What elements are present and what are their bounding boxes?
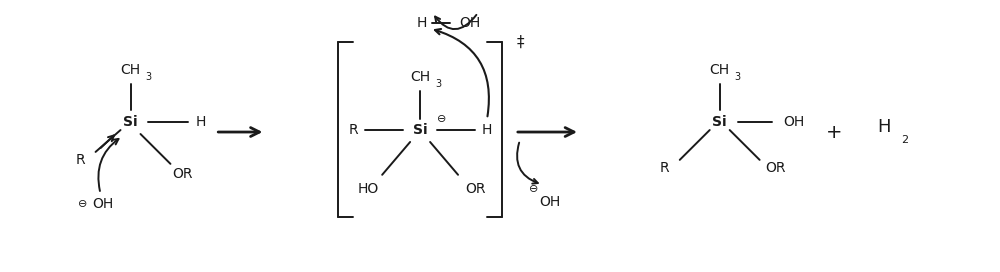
- Text: Si: Si: [712, 115, 727, 129]
- Text: CH: CH: [120, 63, 141, 77]
- Text: ⊖: ⊖: [78, 199, 87, 209]
- Text: Si: Si: [413, 123, 427, 137]
- Text: OH: OH: [783, 115, 804, 129]
- Text: ⊖: ⊖: [437, 114, 447, 124]
- Text: H: H: [417, 16, 427, 30]
- Text: Si: Si: [123, 115, 138, 129]
- Text: ‡: ‡: [516, 35, 524, 50]
- Text: CH: CH: [710, 63, 730, 77]
- Text: H: H: [878, 118, 891, 136]
- Text: H: H: [482, 123, 492, 137]
- Text: CH: CH: [410, 70, 430, 84]
- Text: 3: 3: [735, 72, 741, 82]
- Text: R: R: [76, 153, 85, 167]
- Text: OR: OR: [765, 161, 786, 175]
- Text: OR: OR: [172, 167, 193, 181]
- Text: H: H: [195, 115, 206, 129]
- Text: OR: OR: [465, 182, 485, 196]
- Text: HO: HO: [358, 182, 379, 196]
- Text: OH: OH: [539, 195, 560, 209]
- Text: R: R: [348, 123, 358, 137]
- Text: +: +: [826, 122, 843, 141]
- Text: OH: OH: [92, 197, 113, 211]
- Text: 2: 2: [901, 135, 908, 145]
- Text: R: R: [660, 161, 670, 175]
- Text: OH: OH: [459, 16, 481, 30]
- Text: 3: 3: [435, 79, 441, 89]
- Text: 3: 3: [145, 72, 152, 82]
- Text: ⊖: ⊖: [529, 184, 538, 194]
